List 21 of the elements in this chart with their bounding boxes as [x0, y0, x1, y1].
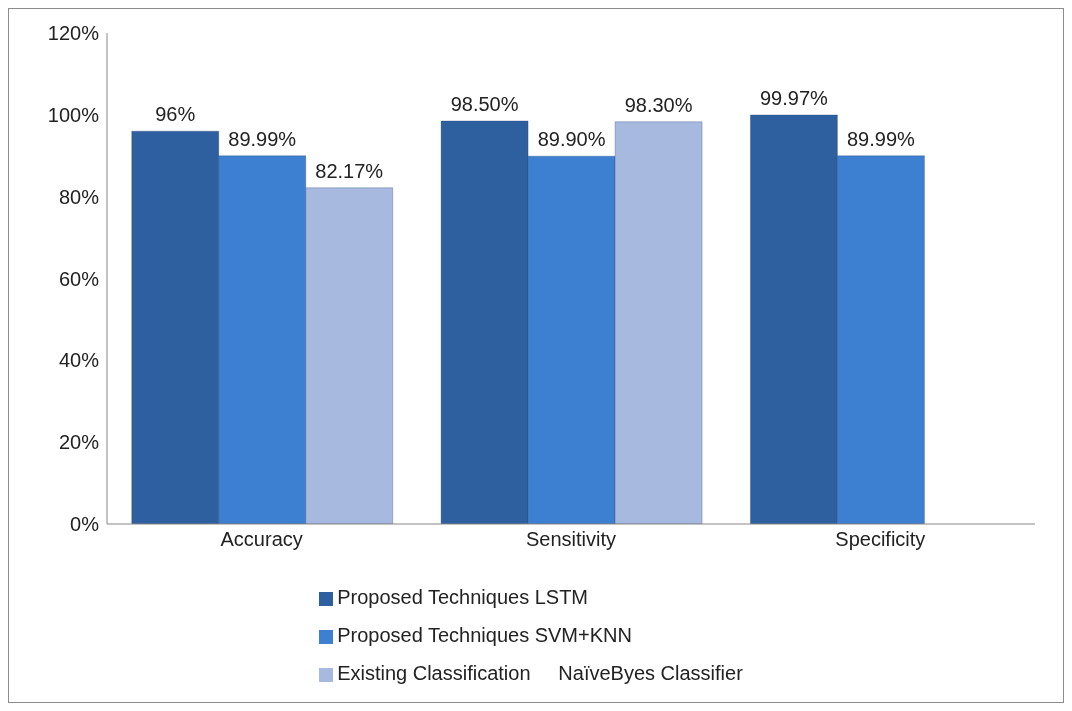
y-tick-label: 100%: [47, 103, 100, 126]
data-label: 98.30%: [624, 93, 693, 116]
y-tick-label: 40%: [58, 349, 100, 372]
y-tick-label: 80%: [58, 185, 100, 208]
y-tick-label: 0%: [70, 513, 100, 536]
y-tick-label: 120%: [47, 22, 100, 45]
data-label: 98.50%: [450, 92, 519, 115]
y-tick-label: 20%: [58, 431, 100, 454]
data-label: 96%: [155, 103, 196, 126]
x-tick-label: Sensitivity: [525, 528, 617, 551]
legend-label: Proposed Techniques LSTM: [337, 586, 589, 608]
data-label: 89.90%: [537, 128, 606, 151]
y-tick-label: 60%: [58, 267, 100, 290]
data-label: 99.97%: [759, 86, 829, 109]
x-tick-label: Specificity: [835, 528, 926, 551]
legend-label: Existing Classification NaïveByes Classifier: [337, 662, 743, 684]
x-tick-label: Accuracy: [220, 528, 303, 551]
data-label: 89.99%: [846, 127, 916, 150]
legend-label: Proposed Techniques SVM+KNN: [337, 624, 632, 646]
data-label: 89.99%: [228, 127, 297, 150]
data-label: 82.17%: [315, 159, 384, 182]
